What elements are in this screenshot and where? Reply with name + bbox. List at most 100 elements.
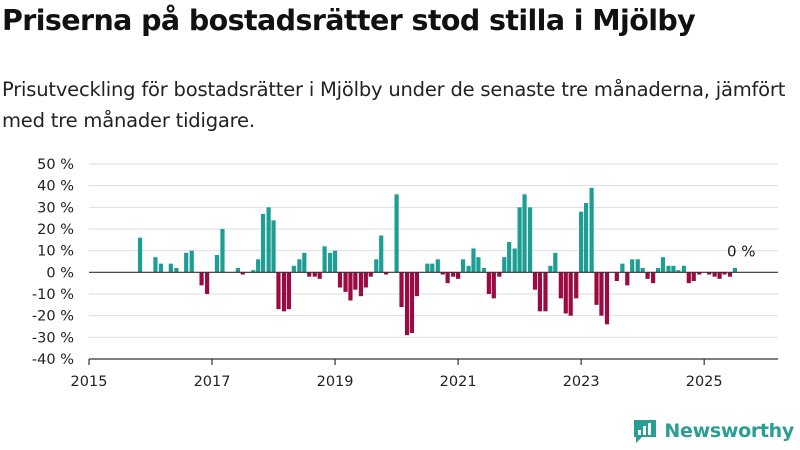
bar — [697, 272, 702, 275]
bar — [368, 272, 373, 277]
bar — [291, 265, 296, 273]
bar — [199, 272, 204, 286]
bar — [579, 211, 584, 273]
bar — [594, 272, 599, 305]
bar — [399, 272, 404, 307]
bar — [481, 268, 487, 273]
bar — [260, 213, 266, 273]
bar — [543, 272, 548, 312]
bar — [727, 272, 733, 277]
bar — [322, 246, 327, 273]
bar — [691, 272, 696, 281]
bar — [174, 268, 179, 273]
bar — [676, 270, 681, 273]
x-tick-label: 2019 — [317, 374, 354, 390]
bar — [184, 252, 189, 273]
y-tick-label: 30 % — [37, 200, 74, 216]
y-tick-label: 50 % — [37, 157, 74, 173]
logo-text: Newsworthy — [664, 420, 794, 442]
gridlines — [89, 163, 778, 360]
x-tick-label: 2017 — [194, 374, 231, 390]
bar — [343, 272, 348, 292]
bar — [379, 235, 384, 273]
bar — [574, 272, 579, 299]
bar — [732, 268, 738, 273]
bar — [558, 272, 563, 299]
bar — [563, 272, 568, 314]
bar — [497, 272, 502, 277]
bar — [256, 259, 261, 273]
bar — [681, 265, 686, 273]
x-tick-label: 2021 — [440, 374, 477, 390]
bar — [486, 272, 491, 294]
bar — [640, 268, 645, 273]
bar — [337, 272, 343, 288]
bar — [168, 263, 173, 273]
x-tick-label: 2015 — [71, 374, 108, 390]
tick-labels: -40 % -30 % -20 % -10 % 0 % 10 % 20 % 30 % 40 % 5… — [32, 157, 723, 390]
bar — [430, 263, 435, 273]
axes — [88, 271, 778, 365]
bar — [409, 272, 415, 333]
bar — [625, 272, 630, 286]
bar — [507, 242, 512, 273]
bar — [532, 272, 538, 290]
x-tick-label: 2023 — [563, 374, 600, 390]
bar — [353, 272, 358, 290]
bar — [722, 272, 727, 275]
newsworthy-logo[interactable]: Newsworthy — [632, 418, 794, 444]
bar — [620, 263, 625, 273]
bar — [266, 207, 271, 273]
chart-subtitle: Prisutveckling för bostadsrätter i Mjölb… — [2, 78, 786, 132]
bar — [599, 272, 604, 316]
bar — [214, 255, 220, 273]
bar — [517, 207, 522, 273]
bar — [158, 263, 164, 273]
bar — [348, 272, 353, 301]
bar — [568, 272, 573, 316]
chart-title: Priserna på bostadsrätter stod stilla i … — [2, 4, 696, 37]
bar — [471, 248, 476, 273]
bar — [537, 272, 543, 312]
bar — [302, 252, 307, 273]
bar — [671, 265, 676, 273]
bar — [394, 194, 399, 273]
bar — [328, 252, 333, 273]
bar — [712, 272, 717, 277]
bar — [491, 272, 496, 299]
newsworthy-chart-bubble-icon — [634, 420, 657, 443]
bar — [189, 250, 194, 273]
bar — [614, 272, 619, 281]
bar — [220, 229, 225, 273]
bar — [604, 272, 610, 325]
bar — [456, 272, 461, 279]
bar — [312, 272, 317, 277]
bar — [435, 259, 440, 273]
bar — [251, 270, 256, 273]
bar — [240, 272, 245, 275]
bar — [686, 272, 691, 284]
y-tick-label: 40 % — [37, 179, 74, 195]
bar — [460, 259, 466, 273]
bar — [655, 268, 661, 273]
y-tick-label: 10 % — [37, 244, 74, 260]
bar — [404, 272, 410, 336]
bar — [363, 272, 368, 288]
bar — [527, 207, 533, 273]
bar — [374, 259, 379, 273]
bar — [589, 187, 594, 273]
bar — [153, 257, 158, 273]
bar — [502, 257, 507, 273]
bar — [137, 237, 143, 273]
bar — [651, 272, 656, 284]
y-tick-label: 20 % — [37, 222, 74, 238]
bar — [332, 250, 338, 273]
bar — [235, 268, 240, 273]
bar — [271, 220, 276, 273]
y-tick-label: 0 % — [46, 265, 74, 281]
bar — [717, 272, 722, 279]
bar — [553, 252, 558, 273]
bar — [630, 259, 635, 273]
bar — [645, 272, 650, 279]
